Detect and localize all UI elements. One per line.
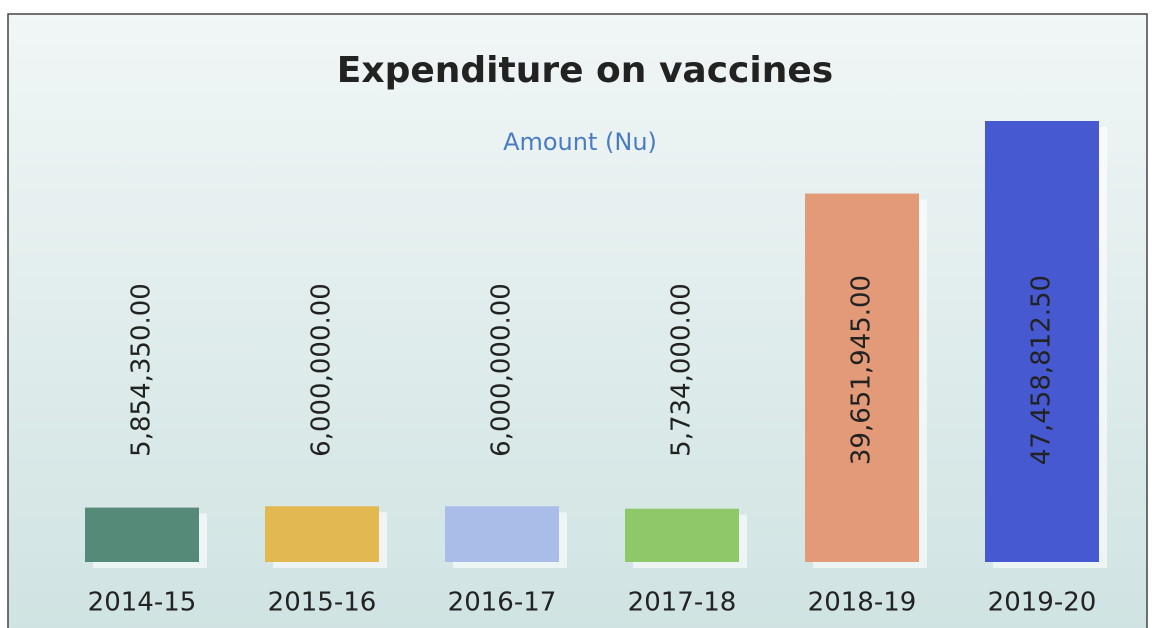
data-label: 6,000,000.00 xyxy=(487,283,517,457)
bar xyxy=(625,508,739,562)
bar xyxy=(265,506,379,562)
chart-title: Expenditure on vaccines xyxy=(337,50,833,91)
bar xyxy=(85,507,199,562)
x-tick-label: 2018-19 xyxy=(808,588,917,618)
bar xyxy=(445,506,559,562)
bar xyxy=(985,121,1099,562)
x-tick-label: 2019-20 xyxy=(988,588,1097,618)
x-tick-label: 2016-17 xyxy=(448,588,557,618)
data-label: 47,458,812.50 xyxy=(1027,275,1057,465)
data-label: 6,000,000.00 xyxy=(307,283,337,457)
data-label: 5,734,000.00 xyxy=(667,283,697,457)
x-tick-label: 2014-15 xyxy=(88,588,197,618)
data-label: 5,854,350.00 xyxy=(127,283,157,457)
data-label: 39,651,945.00 xyxy=(847,275,877,465)
bar xyxy=(805,193,919,562)
x-tick-label: 2015-16 xyxy=(268,588,377,618)
x-tick-label: 2017-18 xyxy=(628,588,737,618)
chart-subtitle: Amount (Nu) xyxy=(503,128,657,156)
